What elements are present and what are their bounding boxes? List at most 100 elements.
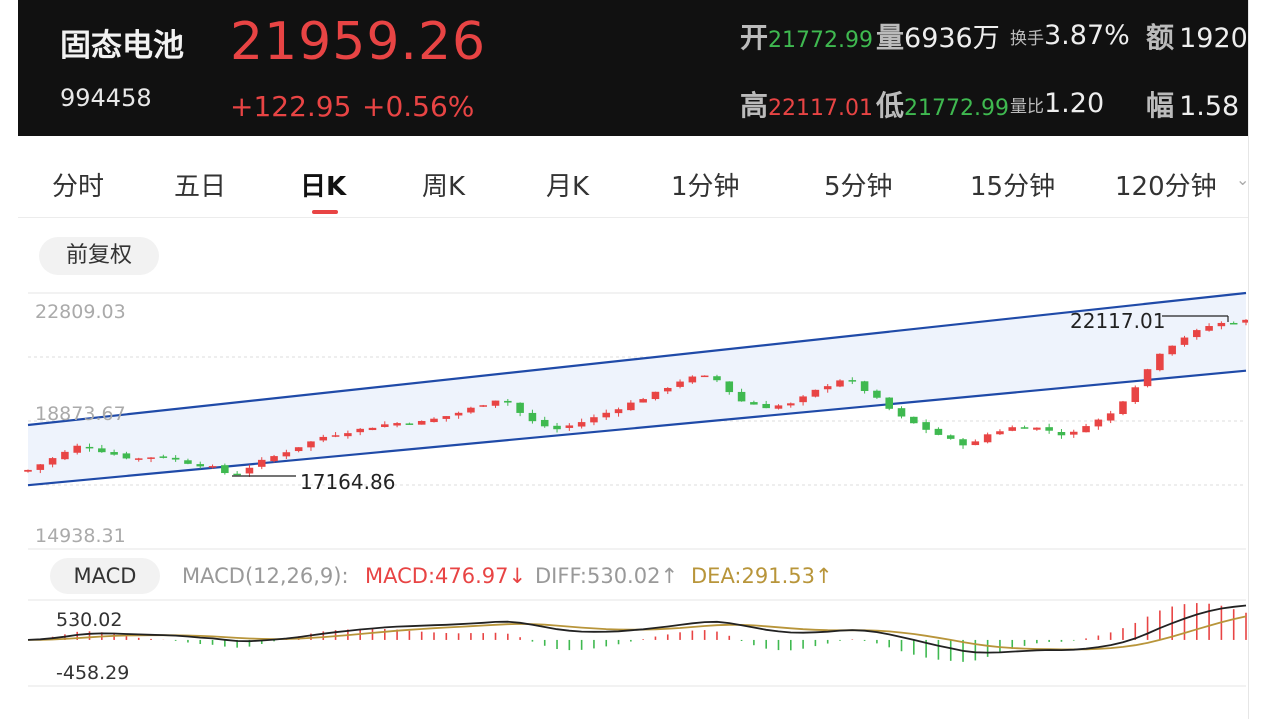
macd-y-low-label: -458.29 [56,662,130,684]
tab-five-day[interactable]: 五日 [174,172,227,202]
dea-value: DEA:291.53↑ [691,564,833,588]
candle-body [1033,427,1041,430]
macd-value: MACD:476.97↓ [365,564,527,588]
candle-body [48,458,57,465]
stat-high-value: 22117.01 [768,96,873,121]
candle-body [590,417,598,423]
candle-body [1094,419,1103,427]
candle-body [393,423,401,426]
y-axis-mid-label: 18873.67 [35,403,126,425]
stat-volume-label: 量 [876,21,905,54]
min-price-marker-label: 17164.86 [300,470,396,494]
candle-body [36,464,45,470]
candle-body [787,403,795,406]
chevron-down-icon[interactable]: ⌄ [1236,170,1250,189]
stat-amount-value: 1920 [1179,23,1248,54]
candle-body [405,423,414,425]
stat-turnover: 换手3.87% [1010,20,1130,51]
candle-body [1106,413,1115,421]
candle-body [442,416,451,419]
candle-body [1168,345,1176,355]
stat-amplitude: 幅 1.58 [1146,84,1239,124]
candle-body [750,402,758,405]
candle-body [491,400,500,406]
stat-high-label: 高 [740,89,769,122]
stat-open: 开21772.99 [740,16,873,56]
stock-name: 固态电池 [60,28,184,64]
candle-body [417,420,426,425]
candle-body [1205,326,1213,331]
stat-amplitude-value: 1.58 [1179,91,1240,122]
candle-body [122,453,131,459]
left-margin [0,0,18,719]
candle-body [996,431,1004,435]
candle-body [134,458,143,460]
tab-intraday[interactable]: 分时 [52,172,105,202]
candle-body [368,427,377,431]
candle-body [257,459,266,467]
tab-5-minute[interactable]: 5分钟 [824,172,893,202]
price-change: +122.95 [230,90,352,123]
candle-body [737,391,746,402]
tab-15-minute[interactable]: 15分钟 [970,172,1056,202]
tab-120-minute[interactable]: 120分钟 [1115,172,1217,202]
candle-body [1229,322,1238,325]
candle-body [651,391,660,400]
candle-body [356,428,364,433]
candle-body [1131,387,1140,403]
stat-volume: 量6936万 [876,16,1000,56]
candle-body [1119,401,1127,415]
candle-body [627,402,635,411]
tab-1-minute[interactable]: 1分钟 [671,172,740,202]
candle-body [381,424,389,427]
adjust-mode-button[interactable]: 前复权 [39,237,159,275]
indicator-select-button[interactable]: MACD [50,558,160,594]
candle-body [639,399,647,403]
stat-volume-ratio-value: 1.20 [1044,88,1105,119]
stat-turnover-value: 3.87% [1044,20,1130,51]
candle-body [331,435,340,437]
candle-body [946,435,955,439]
candle-body [897,408,906,417]
stat-low: 低21772.99 [876,84,1009,124]
candle-body [282,452,291,457]
quote-header: 固态电池 994458 21959.26 +122.95 +0.56% 开217… [18,0,1248,136]
candle-body [836,380,844,387]
candle-body [762,403,770,409]
candle-body [147,457,155,459]
candle-body [725,381,734,393]
candle-body [934,428,943,435]
candle-body [110,452,118,455]
candle-body [294,447,303,452]
candle-body [479,405,487,407]
candle-body [774,405,783,409]
right-margin [1248,0,1280,719]
candle-body [319,436,328,441]
candle-body [614,409,623,414]
candle-body [922,422,930,430]
candle-body [540,419,549,427]
candle-body [910,416,918,424]
tab-monthly-k[interactable]: 月K [546,172,590,202]
candle-body [1242,319,1250,323]
candle-body [713,376,721,381]
candle-body [848,380,857,382]
candle-body [577,422,586,427]
candle-body [983,434,992,443]
candle-body [1143,369,1152,387]
tab-daily-k[interactable]: 日K [300,172,347,202]
candle-body [823,386,832,390]
candle-body [221,465,229,474]
stat-open-value: 21772.99 [768,28,873,53]
max-price-marker-label: 22117.01 [1070,309,1166,333]
candle-body [233,473,241,476]
candle-body [1057,432,1066,436]
macd-params: MACD(12,26,9): [182,564,349,588]
candle-body [528,412,537,422]
candle-body [184,460,192,464]
tab-weekly-k[interactable]: 周K [422,172,466,202]
candle-body [61,451,69,460]
candle-body [467,407,475,413]
channel-upper-line [27,291,1247,427]
